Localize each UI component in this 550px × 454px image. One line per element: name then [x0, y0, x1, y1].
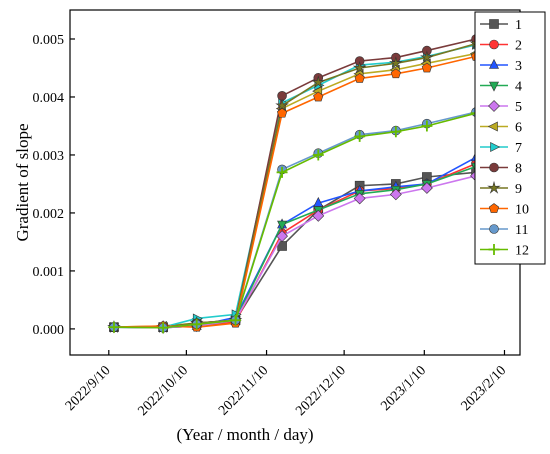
legend-item-6: 6 — [480, 121, 522, 136]
data-point-9 — [311, 75, 326, 89]
legend-item-4: 4 — [480, 80, 522, 95]
legend-item-5: 5 — [480, 100, 522, 115]
y-axis-title: Gradient of slope — [13, 123, 32, 241]
legend-marker — [488, 203, 500, 213]
y-tick-label: 0.002 — [33, 207, 65, 222]
y-tick-label: 0.001 — [33, 265, 65, 280]
legend-item-8: 8 — [480, 162, 522, 177]
x-tick-label: 2023/2/10 — [459, 363, 510, 414]
legend-item-7: 7 — [480, 141, 522, 156]
data-point-12 — [108, 321, 120, 333]
series-line-6 — [113, 52, 477, 328]
legend-item-11: 11 — [480, 223, 528, 238]
legend-marker — [488, 244, 500, 255]
data-point-5 — [276, 230, 288, 243]
legend-marker — [490, 142, 501, 152]
y-tick-label: 0.005 — [33, 33, 65, 48]
axes-layer: 0.000 0.001 0.002 0.003 0.004 0.005 2022/9/10 2… — [33, 33, 510, 419]
data-point-12 — [421, 120, 433, 132]
data-point-12 — [390, 126, 402, 138]
data-point-5 — [420, 182, 433, 194]
legend-marker — [487, 180, 501, 194]
legend-label: 6 — [515, 121, 522, 136]
y-tick-label: 0.000 — [33, 323, 65, 338]
data-point-9 — [352, 60, 367, 74]
legend-label: 11 — [515, 223, 528, 238]
data-point-9 — [389, 56, 403, 70]
y-tick-label: 0.004 — [33, 91, 65, 106]
data-point-12 — [230, 314, 242, 326]
legend-marker — [489, 162, 499, 173]
legend-item-1: 1 — [480, 18, 522, 33]
series-line-5 — [113, 175, 477, 329]
x-axis-title: (Year / month / day) — [176, 425, 313, 444]
series-12 — [108, 107, 482, 334]
data-point-10 — [313, 91, 324, 102]
legend-item-9: 9 — [480, 180, 522, 197]
x-tick-label: 2023/1/10 — [378, 363, 429, 414]
series-line-4 — [113, 165, 477, 329]
legend-marker — [487, 121, 498, 132]
legend-label: 3 — [515, 59, 522, 74]
data-point-12 — [157, 322, 169, 334]
legend-box — [474, 11, 546, 265]
legend-label: 9 — [515, 182, 522, 197]
series-line-1 — [113, 171, 477, 328]
data-point-12 — [312, 149, 324, 161]
data-point-5 — [312, 209, 325, 222]
series-1 — [109, 167, 481, 332]
data-point-10 — [390, 68, 401, 79]
data-point-12 — [276, 166, 288, 178]
legend-item-2: 2 — [480, 39, 522, 54]
x-tick-label: 2022/11/10 — [216, 363, 271, 418]
legend-label: 8 — [515, 162, 522, 177]
data-point-10 — [421, 62, 433, 73]
legend-marker — [489, 81, 499, 92]
series-line-9 — [113, 42, 477, 328]
legend-marker — [489, 224, 499, 234]
data-point-12 — [191, 318, 203, 330]
legend-marker — [489, 19, 499, 29]
x-tick-label: 2022/12/10 — [293, 363, 349, 419]
x-tick-label: 2022/9/10 — [63, 363, 114, 414]
legend-marker — [489, 58, 499, 69]
legend-item-12: 12 — [480, 244, 529, 259]
series-line-8 — [113, 38, 477, 328]
legend-label: 2 — [515, 39, 522, 54]
series-5 — [108, 169, 482, 334]
data-point-5 — [389, 188, 402, 201]
data-point-9 — [275, 98, 289, 112]
data-point-9 — [420, 50, 434, 64]
legend-label: 12 — [515, 244, 529, 259]
series-line-3 — [113, 156, 477, 329]
data-point-12 — [354, 130, 366, 142]
legend-label: 4 — [515, 80, 522, 95]
series-line-12 — [113, 112, 477, 329]
y-tick-label: 0.003 — [33, 149, 65, 164]
legend-label: 7 — [515, 141, 522, 156]
legend-marker — [489, 39, 499, 50]
legend-item-3: 3 — [480, 58, 522, 74]
x-tick-label: 2022/10/10 — [136, 363, 192, 419]
series-line-7 — [113, 44, 477, 328]
legend-label: 1 — [515, 18, 522, 33]
data-point-4 — [277, 220, 288, 231]
legend-label: 5 — [515, 100, 522, 115]
data-point-10 — [354, 73, 365, 83]
data-point-5 — [353, 192, 366, 205]
legend-item-10: 10 — [480, 203, 529, 218]
series-layer — [107, 34, 483, 334]
legend-label: 10 — [515, 203, 529, 218]
data-point-10 — [276, 107, 288, 118]
legend-marker — [488, 100, 500, 112]
